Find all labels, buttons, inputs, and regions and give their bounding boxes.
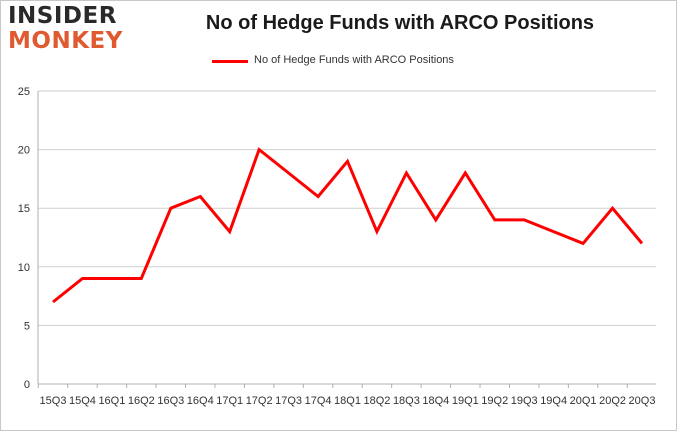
x-tick-label: 18Q4 — [422, 395, 449, 407]
x-tick-label: 18Q1 — [334, 395, 361, 407]
y-tick-label: 20 — [18, 145, 30, 157]
x-tick-label: 17Q2 — [246, 395, 273, 407]
y-tick-label: 15 — [18, 203, 30, 215]
x-tick-label: 16Q1 — [98, 395, 125, 407]
logo-line-2: MONKEY — [8, 28, 123, 54]
x-tick-label: 17Q1 — [216, 395, 243, 407]
x-tick-label: 19Q3 — [511, 395, 538, 407]
x-tick-label: 19Q1 — [452, 395, 479, 407]
x-tick-label: 20Q1 — [570, 395, 597, 407]
x-tick-label: 16Q3 — [157, 395, 184, 407]
legend-swatch — [212, 60, 248, 63]
x-tick-label: 19Q2 — [481, 395, 508, 407]
x-tick-label: 16Q4 — [187, 395, 214, 407]
x-tick-label: 15Q3 — [40, 395, 67, 407]
x-tick-label: 17Q3 — [275, 395, 302, 407]
chart-title: No of Hedge Funds with ARCO Positions — [205, 12, 595, 34]
x-tick-label: 19Q4 — [540, 395, 567, 407]
insider-monkey-logo: INSIDER MONKEY — [8, 4, 126, 54]
x-tick-label: 16Q2 — [128, 395, 155, 407]
y-tick-label: 0 — [24, 379, 30, 391]
y-tick-label: 10 — [18, 262, 30, 274]
logo-line-1: INSIDER — [8, 3, 117, 29]
legend-label: No of Hedge Funds with ARCO Positions — [254, 54, 454, 66]
x-tick-label: 18Q2 — [363, 395, 390, 407]
y-tick-label: 25 — [18, 86, 30, 98]
x-tick-label: 20Q3 — [629, 395, 656, 407]
series-line — [52, 147, 644, 304]
x-tick-label: 15Q4 — [69, 395, 96, 407]
y-tick-label: 5 — [24, 320, 30, 332]
x-tick-label: 18Q3 — [393, 395, 420, 407]
x-tick-label: 20Q2 — [599, 395, 626, 407]
x-tick-label: 17Q4 — [305, 395, 332, 407]
